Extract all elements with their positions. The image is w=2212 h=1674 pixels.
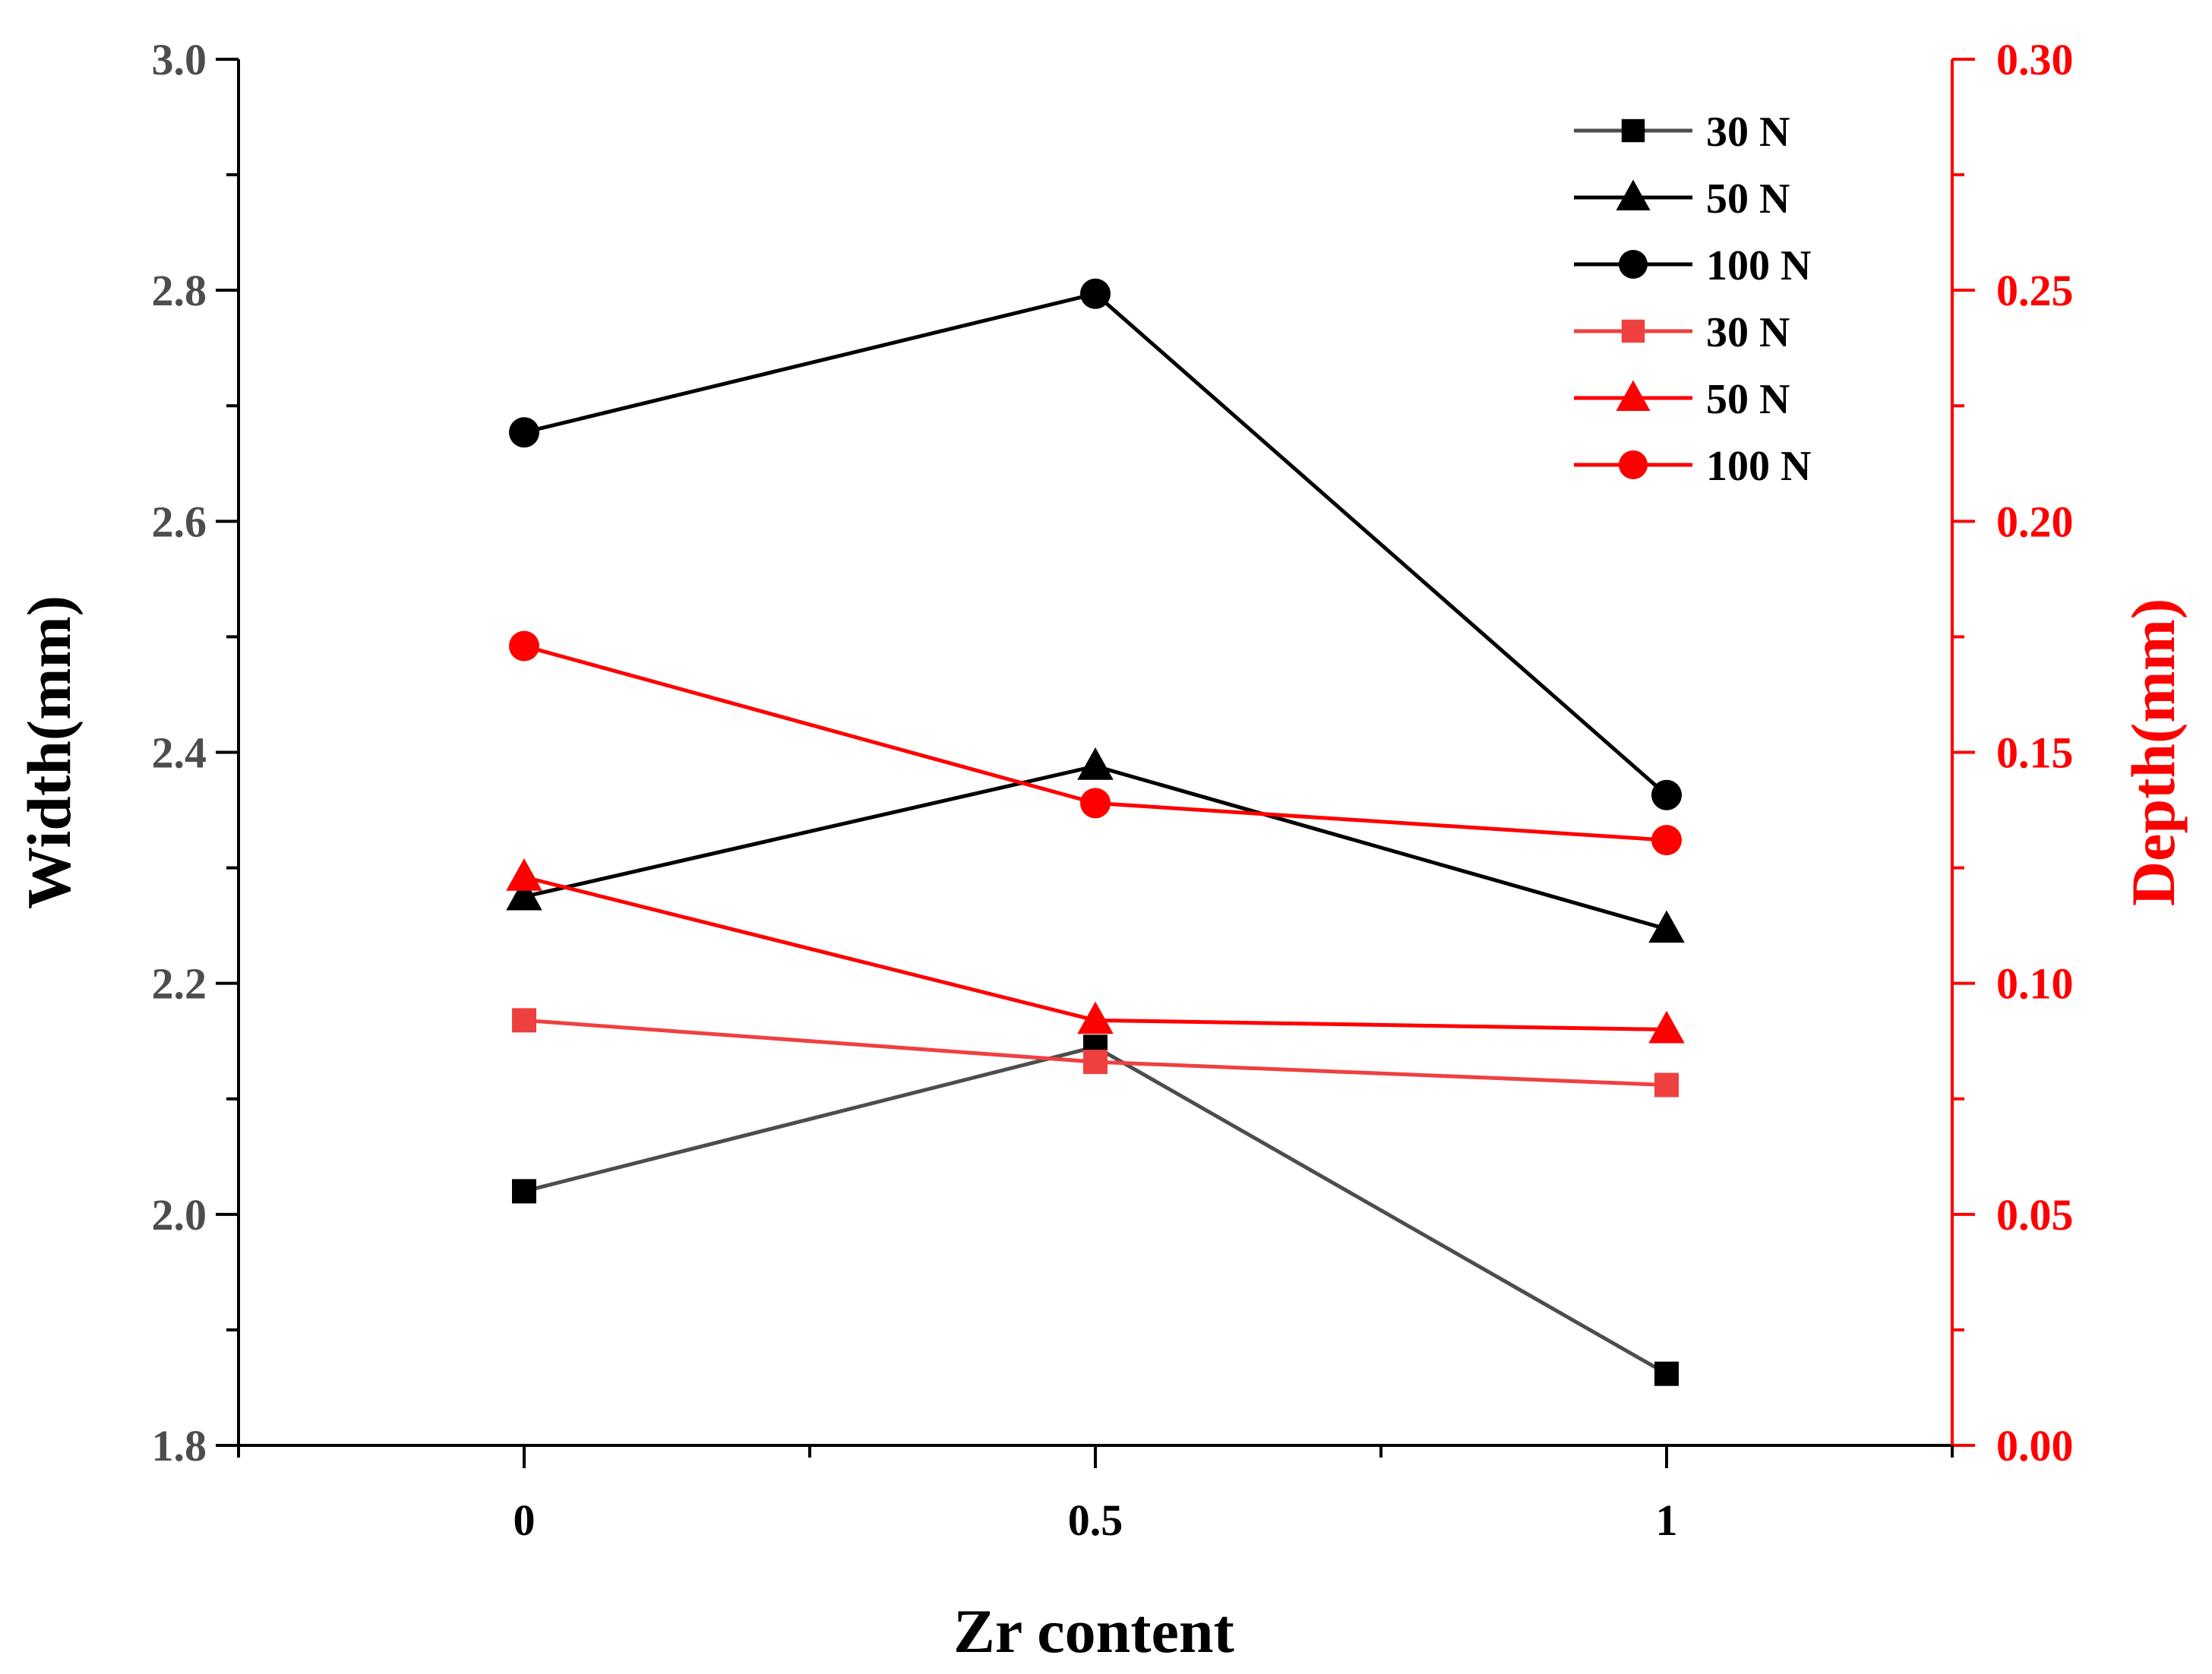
legend-marker-square	[1621, 319, 1645, 343]
data-point-triangle	[1648, 910, 1685, 943]
left-y-tick-label: 2.2	[152, 959, 207, 1009]
right-y-tick-label: 0.20	[1996, 497, 2074, 546]
right-y-tick-label: 0.15	[1996, 728, 2074, 778]
x-tick-label: 0.5	[1068, 1496, 1123, 1545]
legend-entry: 50 N	[1574, 175, 1790, 223]
x-tick-label: 1	[1656, 1496, 1678, 1545]
right-y-tick-label: 0.05	[1996, 1190, 2074, 1240]
right-y-tick-label: 0.10	[1996, 959, 2074, 1009]
legend-entry: 30 N	[1574, 109, 1790, 156]
left-y-tick-label: 2.0	[152, 1190, 207, 1240]
data-point-square	[1083, 1050, 1108, 1075]
right-y-tick-label: 0.30	[1996, 35, 2074, 84]
series-depth-50n	[506, 858, 1685, 1044]
data-point-circle	[1651, 779, 1682, 810]
x-tick-label: 0	[514, 1496, 536, 1545]
data-point-square	[512, 1008, 536, 1033]
legend-label: 100 N	[1706, 443, 1811, 490]
x-axis-title: Zr content	[953, 1597, 1234, 1666]
legend-marker-circle	[1619, 250, 1648, 279]
data-point-circle	[509, 630, 539, 662]
legend-marker-triangle	[1616, 380, 1651, 412]
series-width-100n	[509, 278, 1682, 810]
series-line	[523, 291, 1668, 797]
legend-marker-square	[1621, 118, 1645, 143]
left-y-tick-label: 1.8	[152, 1421, 207, 1470]
series-depth-30n	[512, 1008, 1679, 1098]
data-point-square	[1654, 1072, 1679, 1098]
legend: 30 N 50 N 100 N 30 N 50 N 100 N	[1574, 109, 1811, 490]
data-point-triangle	[1077, 1001, 1114, 1034]
left-y-tick-label: 2.4	[152, 728, 207, 778]
axes: 1.8 2.0 2.2 2.4 2.6 2.8 3.0 0.00 0.05 0.10 0.15 0.2…	[152, 35, 2074, 1545]
data-point-circle	[1080, 278, 1111, 309]
left-y-axis-title: Width(mm)	[14, 595, 84, 909]
right-y-tick-label: 0.00	[1996, 1421, 2074, 1470]
left-y-tick-label: 3.0	[152, 35, 207, 84]
data-point-circle	[1080, 788, 1111, 819]
legend-label: 50 N	[1706, 376, 1790, 423]
series-width-50n	[506, 747, 1685, 943]
series-line	[523, 1044, 1668, 1376]
data-point-square	[1654, 1361, 1679, 1386]
right-y-tick-label: 0.25	[1996, 266, 2074, 315]
legend-entry: 100 N	[1574, 443, 1811, 490]
series-layer	[506, 278, 1685, 1386]
left-y-tick-label: 2.6	[152, 497, 207, 546]
data-point-triangle	[506, 858, 542, 891]
series-depth-100n	[509, 630, 1682, 856]
legend-label: 30 N	[1706, 109, 1790, 156]
legend-label: 30 N	[1706, 309, 1790, 356]
left-y-tick-label: 2.8	[152, 266, 207, 315]
data-point-circle	[509, 417, 539, 448]
data-point-square	[512, 1179, 536, 1204]
legend-entry: 100 N	[1574, 242, 1811, 289]
legend-label: 100 N	[1706, 242, 1811, 289]
legend-label: 50 N	[1706, 175, 1790, 223]
data-point-triangle	[506, 877, 542, 911]
legend-marker-circle	[1619, 450, 1648, 479]
right-y-axis-title: Depth(mm)	[2119, 599, 2188, 906]
data-point-triangle	[1077, 747, 1114, 780]
legend-marker-triangle	[1616, 179, 1651, 211]
data-point-circle	[1651, 825, 1682, 856]
legend-entry: 50 N	[1574, 376, 1790, 423]
series-width-30n	[512, 1034, 1679, 1386]
data-point-triangle	[1648, 1010, 1685, 1044]
legend-entry: 30 N	[1574, 309, 1790, 356]
